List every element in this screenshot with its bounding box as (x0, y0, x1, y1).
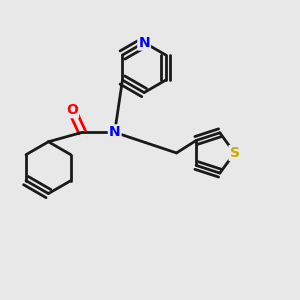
Text: S: S (230, 146, 239, 160)
Text: N: N (138, 35, 150, 50)
Text: N: N (109, 125, 121, 139)
Text: O: O (66, 103, 78, 117)
